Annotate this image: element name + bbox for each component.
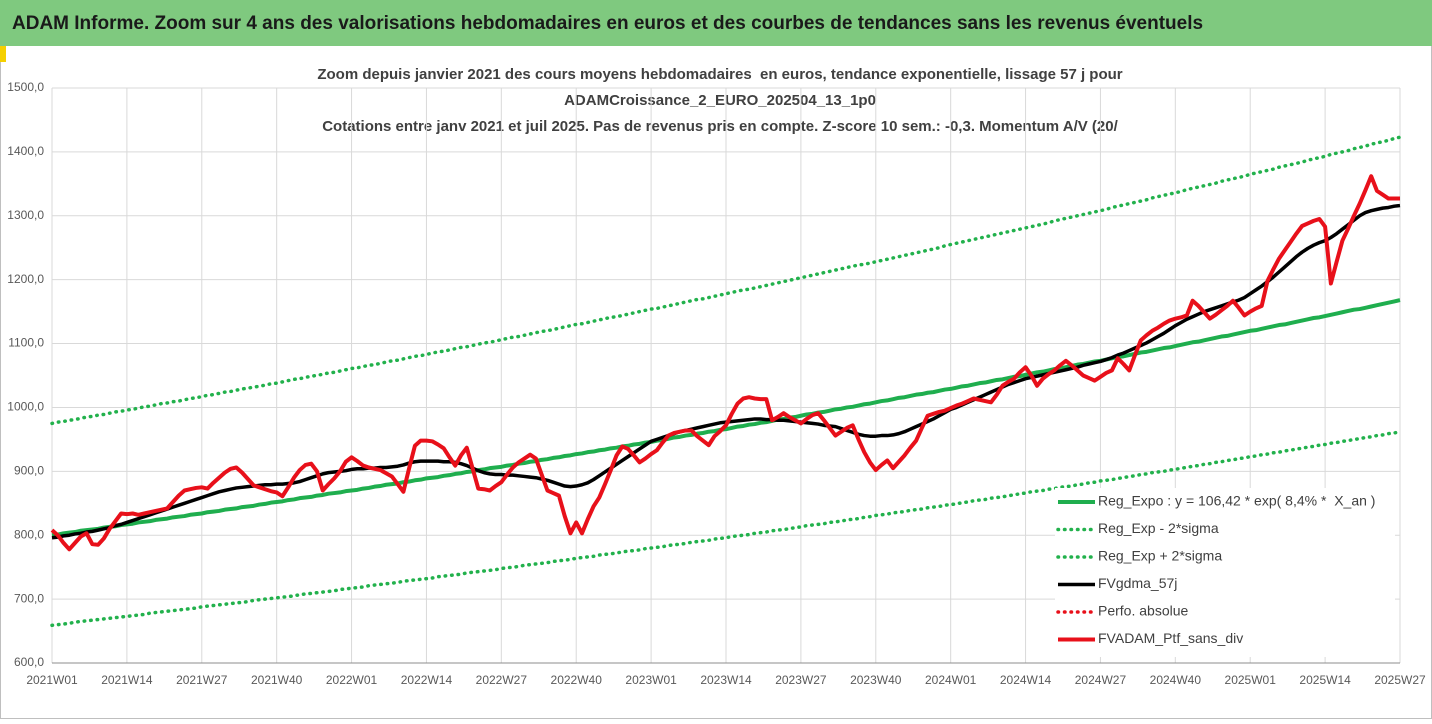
accent [0, 46, 6, 62]
x-tick-label: 2025W27 [1374, 673, 1426, 687]
chart-title: Cotations entre janv 2021 et juil 2025. … [322, 118, 1118, 135]
legend-label: FVgdma_57j [1098, 575, 1177, 591]
legend-label: FVADAM_Ptf_sans_div [1098, 630, 1243, 646]
x-tick-label: 2022W27 [476, 673, 528, 687]
x-tick-label: 2022W01 [326, 673, 378, 687]
y-tick-label: 600,0 [14, 655, 44, 669]
y-tick-label: 1100,0 [8, 336, 44, 350]
legend: Reg_Expo : y = 106,42 * exp( 8,4% * X_an… [1055, 488, 1395, 657]
x-tick-label: 2021W27 [176, 673, 228, 687]
y-tick-label: 1000,0 [7, 400, 44, 414]
x-tick-label: 2024W27 [1075, 673, 1127, 687]
y-tick-label: 700,0 [14, 591, 44, 605]
y-tick-label: 1500,0 [7, 80, 44, 94]
x-tick-label: 2023W27 [775, 673, 827, 687]
x-tick-label: 2025W14 [1299, 673, 1351, 687]
x-tick-label: 2021W01 [26, 673, 78, 687]
chart-title: ADAMCroissance_2_EURO_202504_13_1p0 [564, 92, 876, 109]
chart-title: Zoom depuis janvier 2021 des cours moyen… [317, 66, 1122, 83]
series-line [50, 174, 1400, 552]
header-bar [0, 0, 1432, 46]
x-tick-label: 2021W40 [251, 673, 303, 687]
x-tick-label: 2022W14 [401, 673, 453, 687]
y-tick-label: 900,0 [14, 464, 44, 478]
legend-box [1055, 488, 1395, 657]
x-tick-label: 2021W14 [101, 673, 153, 687]
x-tick-label: 2022W40 [551, 673, 603, 687]
legend-label: Reg_Exp + 2*sigma [1098, 548, 1222, 564]
x-tick-label: 2023W40 [850, 673, 902, 687]
x-tick-label: 2024W40 [1150, 673, 1202, 687]
plot [50, 135, 1402, 628]
x-tick-label: 2024W01 [925, 673, 977, 687]
y-tick-label: 800,0 [14, 527, 44, 541]
x-tick-label: 2025W01 [1225, 673, 1277, 687]
x-tick-label: 2023W14 [700, 673, 752, 687]
y-tick-label: 1200,0 [7, 272, 44, 286]
legend-label: Reg_Exp - 2*sigma [1098, 520, 1219, 536]
x-tick-label: 2024W14 [1000, 673, 1052, 687]
series-line [50, 429, 1402, 628]
y-tick-label: 1400,0 [7, 144, 44, 158]
x-tick-label: 2023W01 [625, 673, 677, 687]
y-tick-label: 1300,0 [7, 208, 44, 222]
legend-label: Perfo. absolue [1098, 603, 1188, 619]
legend-label: Reg_Expo : y = 106,42 * exp( 8,4% * X_an… [1098, 493, 1375, 509]
series-line [51, 298, 1401, 538]
series-line [50, 135, 1402, 426]
header-title: ADAM Informe. Zoom sur 4 ans des valoris… [12, 13, 1203, 34]
